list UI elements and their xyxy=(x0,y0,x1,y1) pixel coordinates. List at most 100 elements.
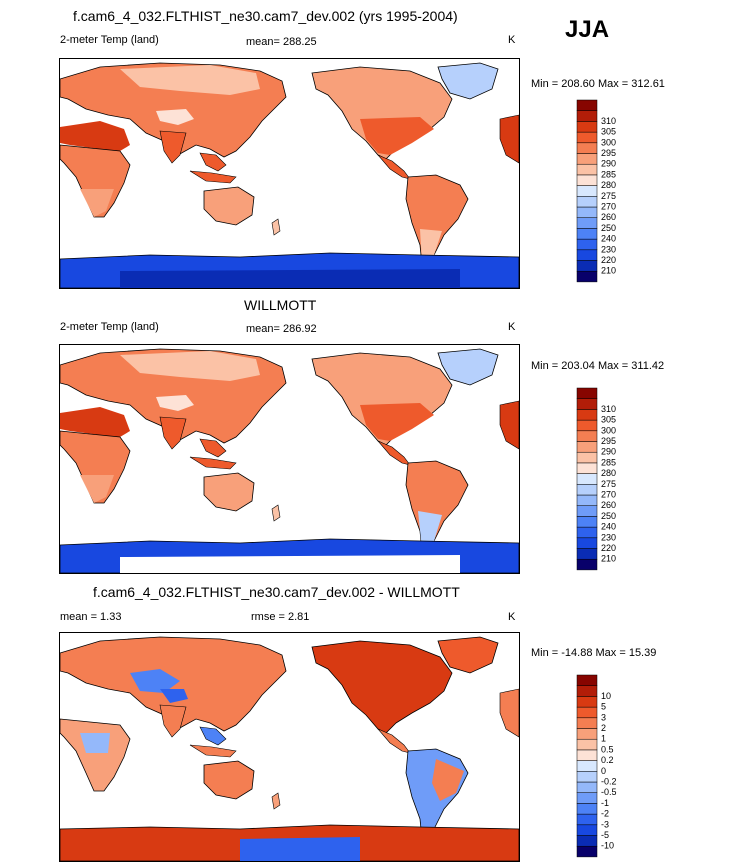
colorbar-label: 270 xyxy=(601,490,616,500)
central-asia-cool xyxy=(130,669,180,693)
colorbar-swatch xyxy=(576,845,598,858)
colorbar-label: 230 xyxy=(601,244,616,254)
greenland xyxy=(437,348,499,386)
se-asia xyxy=(199,152,227,172)
colorbar-swatch xyxy=(576,792,598,804)
tibet-diff xyxy=(160,689,188,703)
colorbar-swatch xyxy=(576,270,598,283)
panel-3-mean: mean = 1.33 xyxy=(60,611,122,623)
colorbar-swatch xyxy=(576,548,598,560)
panel-1-title: f.cam6_4_032.FLTHIST_ne30.cam7_dev.002 (… xyxy=(73,8,458,24)
colorbar-swatch xyxy=(576,387,598,399)
colorbar-swatch xyxy=(576,430,598,442)
panel-3-map xyxy=(59,632,520,862)
colorbar-label: 0.5 xyxy=(601,744,614,754)
colorbar-label: 310 xyxy=(601,404,616,414)
colorbar-label: 290 xyxy=(601,159,616,169)
colorbar-label: 240 xyxy=(601,234,616,244)
colorbar-label: 270 xyxy=(601,202,616,212)
africa-south xyxy=(80,475,114,503)
africa-central xyxy=(80,733,110,753)
australia xyxy=(203,186,255,226)
colorbar-label: 295 xyxy=(601,436,616,446)
antarctica-interior xyxy=(120,269,460,288)
north-america-south xyxy=(360,117,434,155)
indonesia xyxy=(189,170,237,184)
europe-edge xyxy=(499,114,519,164)
indonesia xyxy=(189,744,237,758)
colorbar-label: -5 xyxy=(601,830,609,840)
colorbar-swatch xyxy=(576,153,598,165)
panel-3-rmse: rmse = 2.81 xyxy=(251,611,310,623)
colorbar-swatch xyxy=(576,781,598,793)
colorbar-label: 220 xyxy=(601,255,616,265)
colorbar-label: -10 xyxy=(601,841,614,851)
colorbar-label: 300 xyxy=(601,137,616,147)
se-asia xyxy=(199,726,227,746)
india xyxy=(159,130,187,164)
colorbar-swatch xyxy=(576,249,598,261)
central-america xyxy=(377,728,411,754)
panel-2-mean: mean= 286.92 xyxy=(246,323,317,335)
colorbar-swatch xyxy=(576,728,598,740)
colorbar-label: -0.2 xyxy=(601,777,617,787)
colorbar-label: 0.2 xyxy=(601,755,614,765)
africa-south xyxy=(80,189,114,217)
colorbar-label: 305 xyxy=(601,415,616,425)
colorbar-swatch xyxy=(576,749,598,761)
siberia xyxy=(120,65,260,95)
colorbar-swatch xyxy=(576,738,598,751)
colorbar-swatch xyxy=(576,398,598,410)
africa xyxy=(60,718,131,792)
colorbar-label: 0 xyxy=(601,766,606,776)
colorbar-swatch xyxy=(576,813,598,826)
colorbar-label: 250 xyxy=(601,511,616,521)
africa xyxy=(60,144,131,218)
colorbar-swatch xyxy=(576,516,598,528)
colorbar-swatch xyxy=(576,99,598,111)
colorbar-swatch xyxy=(576,142,598,154)
siberia xyxy=(120,351,260,381)
colorbar-swatch xyxy=(576,451,598,464)
colorbar-swatch xyxy=(576,131,598,144)
colorbar-swatch xyxy=(576,771,598,783)
colorbar-swatch xyxy=(576,185,598,197)
colorbar-label: 275 xyxy=(601,191,616,201)
south-america-east xyxy=(432,759,464,801)
colorbar-label: 250 xyxy=(601,223,616,233)
colorbar-label: 285 xyxy=(601,457,616,467)
colorbar-label: 210 xyxy=(601,266,616,276)
colorbar-swatch xyxy=(576,537,598,549)
colorbar-label: -1 xyxy=(601,798,609,808)
panel-2-title: WILLMOTT xyxy=(244,297,317,313)
central-america xyxy=(377,154,411,180)
colorbar-label: -0.5 xyxy=(601,787,617,797)
colorbar-swatch xyxy=(576,674,598,686)
tibet xyxy=(156,109,194,125)
panel-3-minmax: Min = -14.88 Max = 15.39 xyxy=(531,647,657,659)
north-america xyxy=(311,640,453,734)
north-africa-arabia xyxy=(60,121,130,151)
colorbar-swatch xyxy=(576,217,598,229)
colorbar-swatch xyxy=(576,685,598,697)
colorbar-swatch xyxy=(576,462,598,474)
panel-1-minmax: Min = 208.60 Max = 312.61 xyxy=(531,78,665,90)
colorbar-label: 280 xyxy=(601,180,616,190)
panel-3-unit: K xyxy=(508,611,516,623)
europe-edge xyxy=(499,400,519,450)
africa xyxy=(60,430,131,504)
north-africa-arabia xyxy=(60,407,130,437)
panel-3-title: f.cam6_4_032.FLTHIST_ne30.cam7_dev.002 -… xyxy=(93,584,460,600)
colorbar-swatch xyxy=(576,824,598,836)
colorbar-swatch xyxy=(576,558,598,571)
new-zealand xyxy=(271,218,281,236)
indonesia xyxy=(189,456,237,470)
north-america-south xyxy=(360,403,434,441)
colorbar-label: 3 xyxy=(601,712,606,722)
colorbar-swatch xyxy=(576,505,598,517)
antarctica-interior xyxy=(120,555,460,573)
colorbar-swatch xyxy=(576,526,598,539)
colorbar-swatch xyxy=(576,206,598,218)
panel-1-mean: mean= 288.25 xyxy=(246,36,317,48)
colorbar-label: 220 xyxy=(601,543,616,553)
